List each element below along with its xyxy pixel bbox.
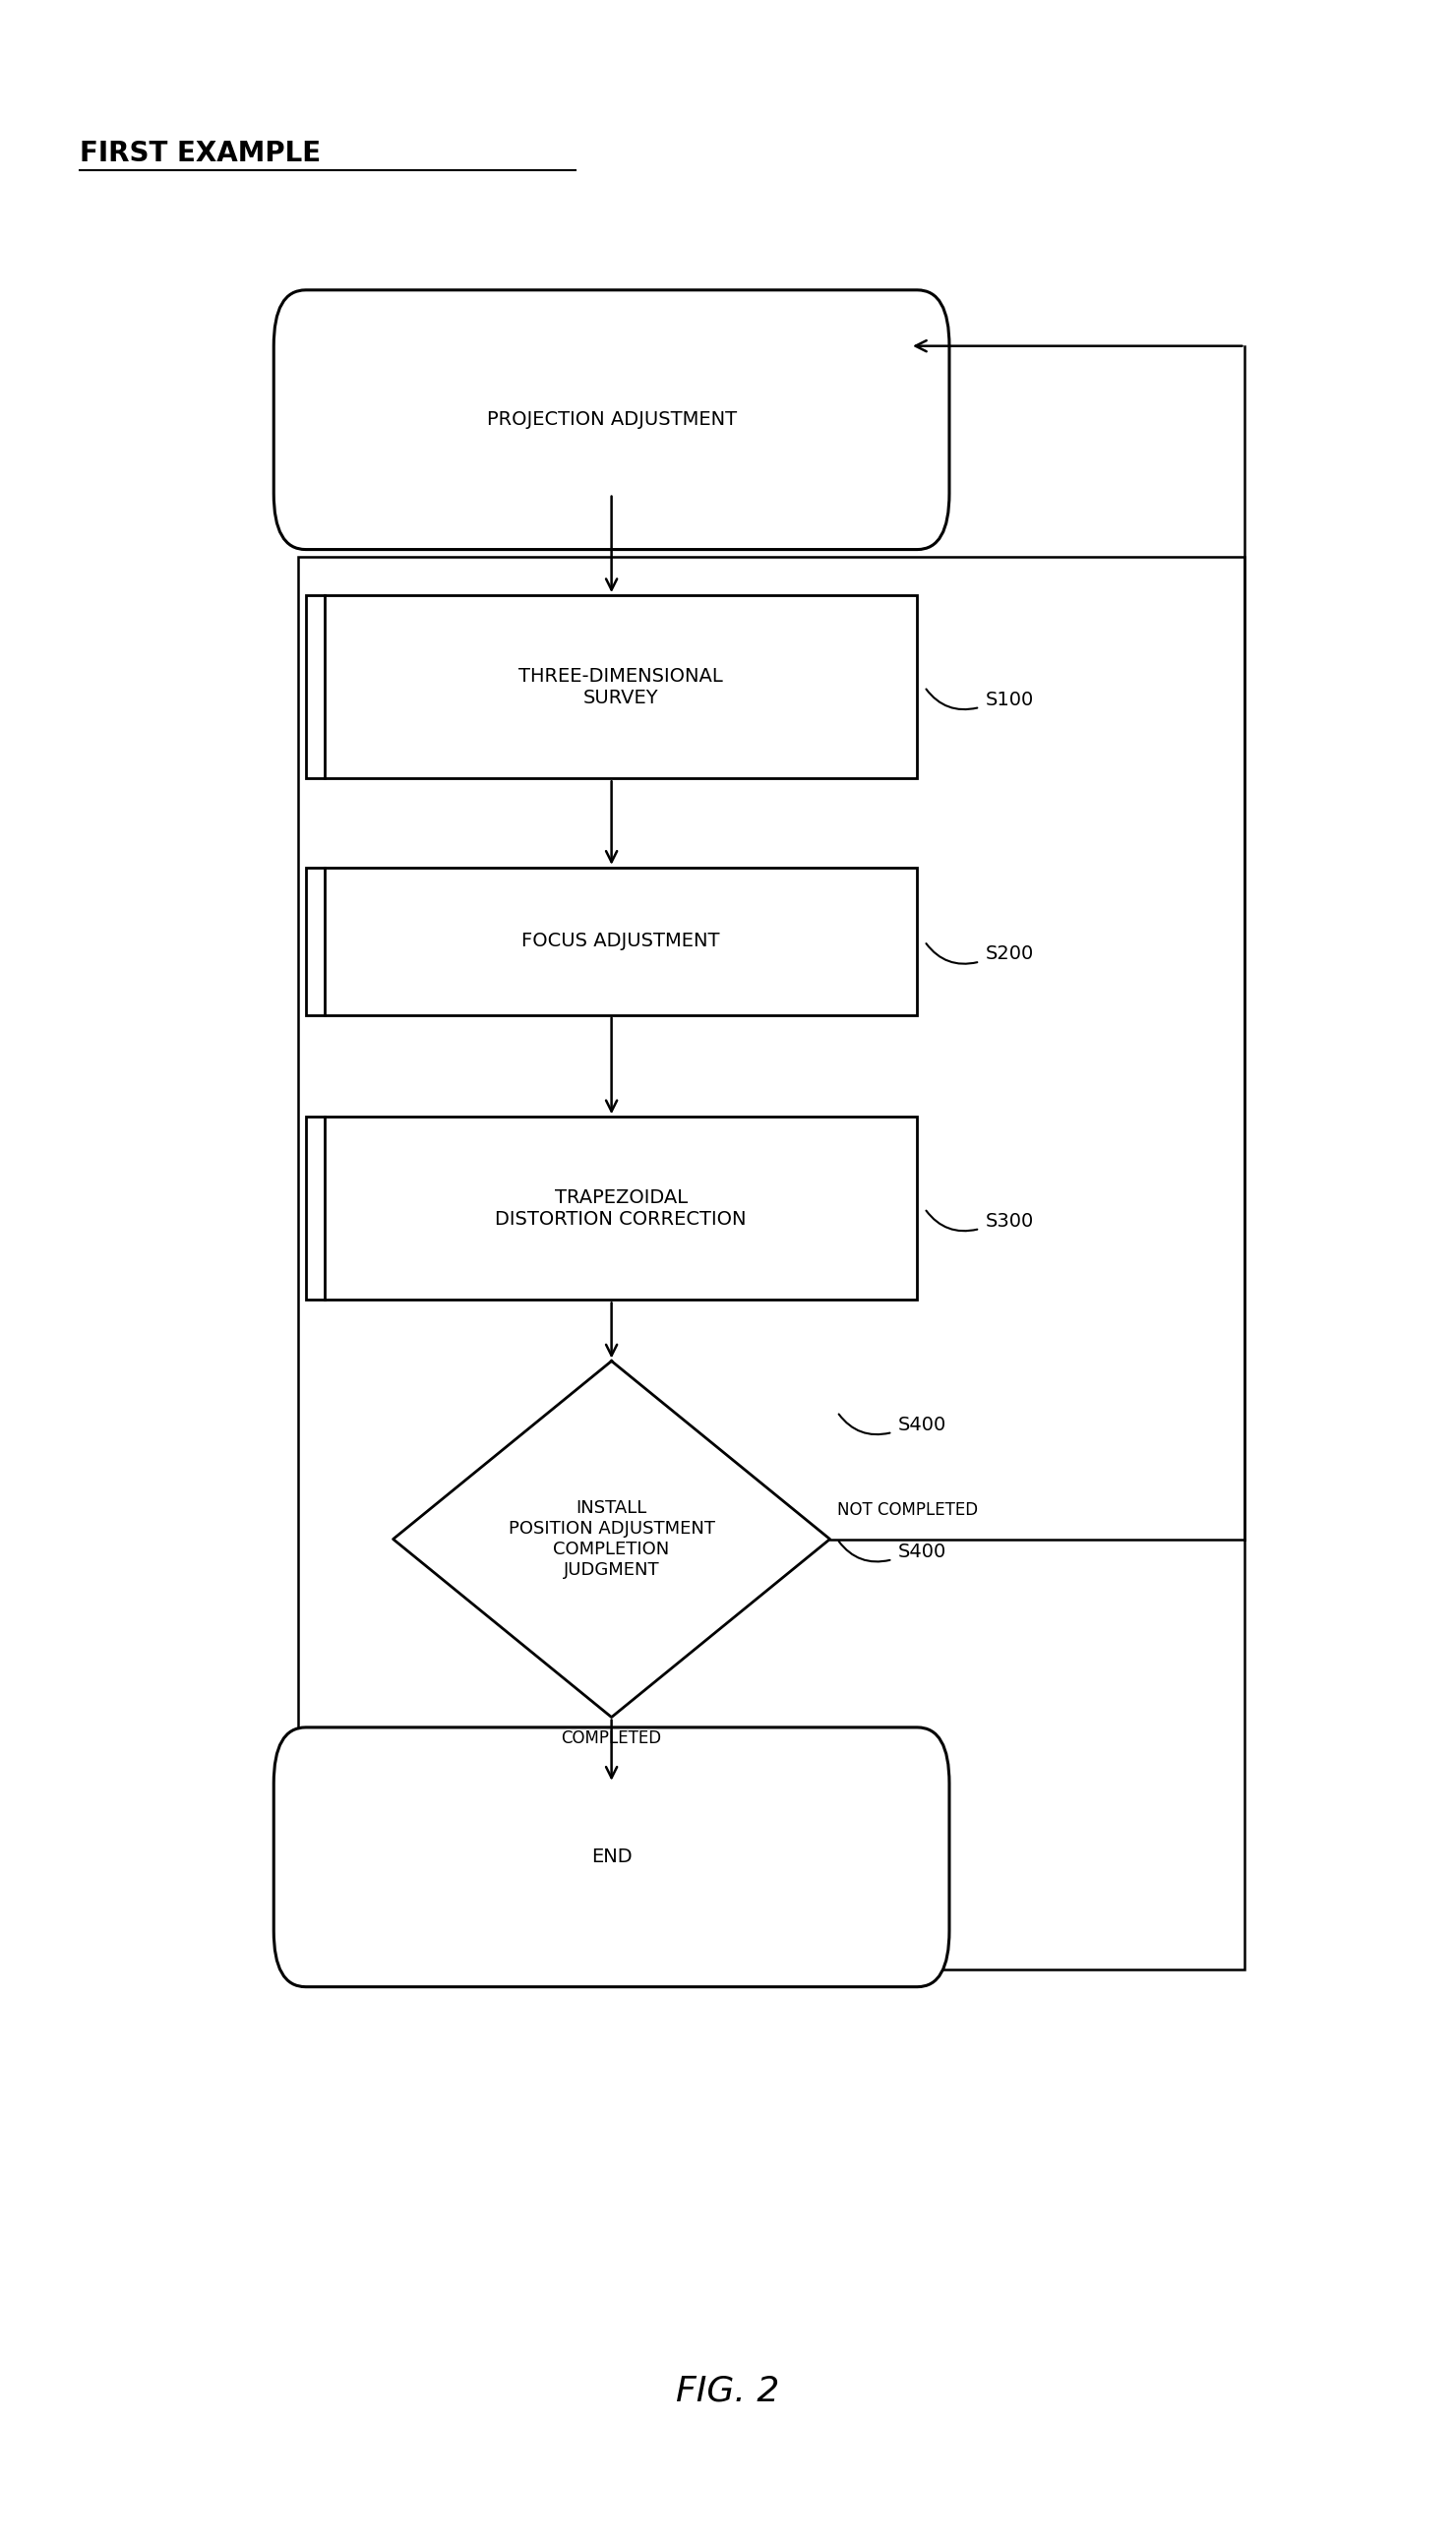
Text: S200: S200 bbox=[986, 944, 1034, 964]
Text: FIRST EXAMPLE: FIRST EXAMPLE bbox=[80, 140, 322, 168]
Text: S400: S400 bbox=[898, 1414, 946, 1435]
Text: FIG. 2: FIG. 2 bbox=[676, 2374, 780, 2409]
Polygon shape bbox=[393, 1361, 830, 1717]
Text: INSTALL
POSITION ADJUSTMENT
COMPLETION
JUDGMENT: INSTALL POSITION ADJUSTMENT COMPLETION J… bbox=[508, 1498, 715, 1580]
Text: END: END bbox=[591, 1847, 632, 1867]
FancyBboxPatch shape bbox=[274, 1727, 949, 1987]
Text: NOT COMPLETED: NOT COMPLETED bbox=[837, 1501, 978, 1519]
FancyBboxPatch shape bbox=[274, 290, 949, 550]
Bar bbox=[306, 595, 917, 778]
Text: COMPLETED: COMPLETED bbox=[561, 1730, 662, 1748]
Bar bbox=[306, 1117, 917, 1300]
Text: FOCUS ADJUSTMENT: FOCUS ADJUSTMENT bbox=[521, 931, 721, 951]
Bar bbox=[306, 868, 917, 1015]
Text: S300: S300 bbox=[986, 1211, 1034, 1231]
Text: S400: S400 bbox=[898, 1542, 946, 1562]
Text: PROJECTION ADJUSTMENT: PROJECTION ADJUSTMENT bbox=[486, 410, 737, 430]
Text: S100: S100 bbox=[986, 689, 1034, 710]
Text: THREE-DIMENSIONAL
SURVEY: THREE-DIMENSIONAL SURVEY bbox=[518, 667, 724, 707]
Text: TRAPEZOIDAL
DISTORTION CORRECTION: TRAPEZOIDAL DISTORTION CORRECTION bbox=[495, 1188, 747, 1229]
Bar bbox=[298, 557, 1245, 1969]
